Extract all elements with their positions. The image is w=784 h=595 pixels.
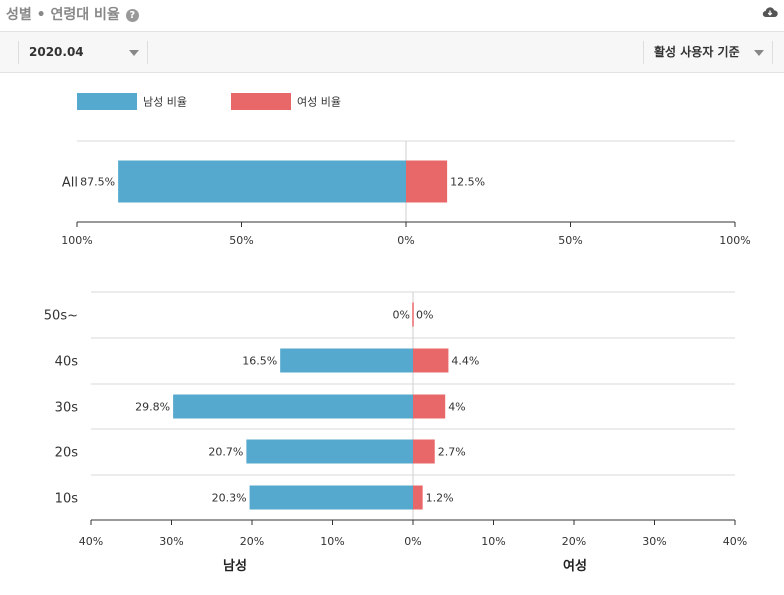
date-select-value: 2020.04 — [29, 45, 84, 59]
x-tick-label: 100% — [61, 234, 92, 247]
value-label-female: 12.5% — [450, 176, 485, 189]
x-tick-label: 50% — [558, 234, 582, 247]
date-select[interactable]: 2020.04 — [18, 41, 148, 64]
legend-label-male: 남성 비율 — [143, 95, 187, 109]
legend-label-female: 여성 비율 — [297, 95, 341, 109]
legend-item-female[interactable]: 여성 비율 — [231, 93, 341, 110]
x-tick-label: 20% — [562, 535, 586, 548]
bar-female — [413, 394, 446, 419]
category-label: 10s — [55, 492, 79, 507]
legend-swatch-female — [231, 93, 291, 110]
bar-female — [413, 485, 423, 510]
panel-title: 성별 • 연령대 비율? — [6, 4, 139, 24]
bar-male — [173, 394, 413, 419]
value-label-female: 0% — [416, 309, 433, 322]
chevron-down-icon — [754, 50, 764, 56]
cloud-download-icon[interactable] — [762, 6, 778, 18]
chevron-down-icon — [129, 50, 139, 56]
x-tick-label: 0% — [397, 234, 414, 247]
value-label-male: 20.3% — [212, 492, 247, 505]
bar-male — [249, 485, 413, 510]
user-mode-select[interactable]: 활성 사용자 기준 — [643, 41, 773, 64]
value-label-male: 0% — [393, 309, 410, 322]
question-circle-icon[interactable]: ? — [125, 9, 139, 22]
side-label-female: 여성 — [563, 558, 587, 574]
value-label-male: 16.5% — [242, 355, 277, 368]
x-tick-label: 10% — [481, 535, 505, 548]
user-mode-select-value: 활성 사용자 기준 — [654, 45, 740, 59]
value-label-male: 20.7% — [208, 446, 243, 459]
value-label-female: 1.2% — [426, 492, 454, 505]
x-tick-label: 40% — [723, 535, 747, 548]
category-label: 20s — [55, 446, 79, 461]
bar-male — [246, 439, 413, 464]
bar-female — [413, 348, 449, 373]
value-label-male: 87.5% — [80, 176, 115, 189]
side-label-male: 남성 — [223, 558, 247, 574]
value-label-female: 2.7% — [438, 446, 466, 459]
value-label-female: 4% — [448, 401, 465, 414]
bar-male — [118, 160, 406, 203]
x-tick-label: 100% — [719, 234, 750, 247]
filter-toolbar: 2020.04 활성 사용자 기준 — [0, 31, 784, 73]
bar-female — [406, 160, 448, 203]
legend-swatch-male — [77, 93, 137, 110]
x-tick-label: 30% — [642, 535, 666, 548]
x-tick-label: 20% — [240, 535, 264, 548]
category-label: 50s~ — [44, 309, 78, 324]
x-tick-label: 50% — [229, 234, 253, 247]
x-tick-label: 10% — [320, 535, 344, 548]
category-label: 30s — [55, 401, 79, 416]
bar-female — [413, 439, 435, 464]
value-label-female: 4.4% — [451, 355, 479, 368]
category-label: All — [62, 176, 78, 191]
legend-item-male[interactable]: 남성 비율 — [77, 93, 187, 110]
x-tick-label: 40% — [79, 535, 103, 548]
x-tick-label: 0% — [404, 535, 421, 548]
panel-header: 성별 • 연령대 비율? — [0, 0, 784, 30]
value-label-male: 29.8% — [135, 401, 170, 414]
bar-male — [280, 348, 413, 373]
x-tick-label: 30% — [159, 535, 183, 548]
panel-title-text: 성별 • 연령대 비율 — [6, 7, 120, 23]
category-label: 40s — [55, 355, 79, 370]
